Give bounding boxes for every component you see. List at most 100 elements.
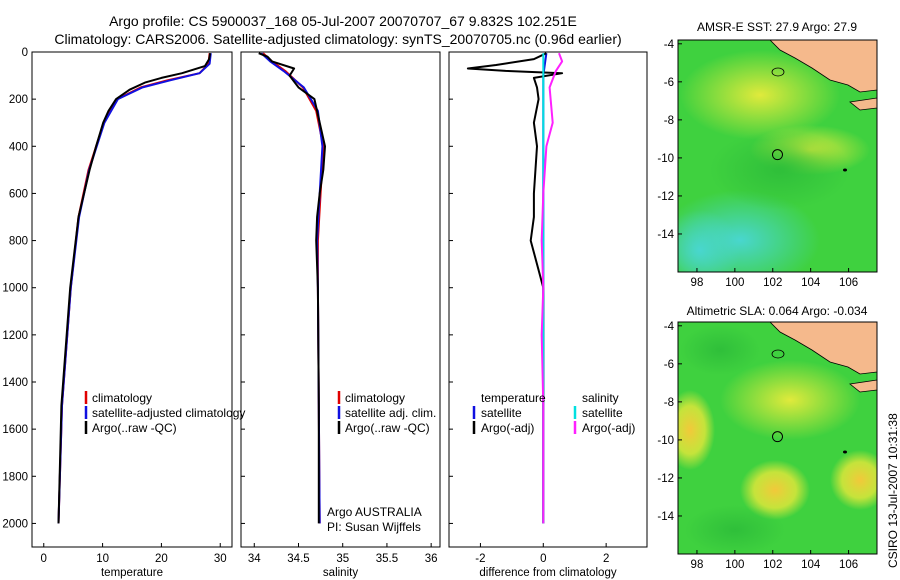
y-tick-label: 600 [9,188,28,200]
series-line-argo-raw-qc- [57,53,212,524]
x-tick-label: 10 [96,553,109,565]
salinity-legend: climatology satellite adj. clim. Argo(..… [327,391,436,534]
map-x-tick-label: 102 [763,277,782,289]
map-x-tick-label: 102 [763,559,782,571]
sla-high-patch [678,390,715,470]
sla-land-java [849,379,877,393]
legend-label-temp-argo: Argo(-adj) [481,421,534,435]
x-tick-label: 0 [540,553,546,565]
sst-cool-patch [678,210,740,272]
x-axis-label: salinity [323,567,358,579]
sla-island [771,349,785,359]
legend-label-temp-sat: satellite [481,406,522,420]
series-line-satellite-adj-clim- [260,52,324,524]
map-y-tick-label: -8 [664,115,674,127]
map-x-tick-label: 100 [725,559,744,571]
sla-map [678,322,877,554]
x-tick-label: 30 [214,553,227,565]
map-y-tick-label: -14 [657,511,674,523]
temperature-axes: 0 10 20 30 0 200 400 600 800 1000 1200 1400 1600 1800… [2,47,226,579]
difference-axes: -2 0 2 difference from climatology [449,51,617,579]
map-x-tick-label: 106 [839,277,858,289]
sla-island [843,450,847,454]
y-tick-label: 800 [9,236,28,248]
y-tick-label: 1400 [2,377,28,389]
difference-panel [448,51,648,548]
sla-map-axes: 98 100 102 104 106 -4 -6 -8 -10 -12 -14 [657,321,858,571]
sla-map-frame [677,321,878,555]
salinity-panel [240,51,441,548]
y-tick-label: 1800 [2,471,28,483]
salinity-axes: 34 34.5 35 35.5 36 salinity [241,51,438,579]
temperature-panel [31,51,233,548]
map-x-tick-label: 104 [801,277,821,289]
x-tick-label: 36 [425,553,438,565]
sst-argo-float-marker [772,149,783,161]
sst-land-java [849,97,877,111]
series-line-argo-raw-qc- [258,52,326,524]
x-axis-label: temperature [101,567,163,579]
x-tick-label: 35 [336,553,349,565]
y-tick-label: 2000 [2,518,28,530]
map-y-tick-label: -12 [657,191,674,203]
map-x-tick-label: 98 [691,559,704,571]
sla-high-patch [740,460,810,520]
legend-header-temperature: temperature [481,391,546,405]
sla-map-title: Altimetric SLA: 0.064 Argo: -0.034 [687,304,868,318]
y-tick-label: 1000 [2,283,28,295]
map-y-tick-label: -14 [657,229,674,241]
difference-legend: temperature salinity satellite Argo(-adj… [472,391,635,435]
map-y-tick-label: -8 [664,397,674,409]
x-tick-label: 34 [248,553,261,565]
map-y-tick-label: -6 [664,359,674,371]
x-tick-label: 35.5 [376,553,398,565]
map-y-tick-label: -10 [657,435,674,447]
sst-map-title: AMSR-E SST: 27.9 Argo: 27.9 [697,20,857,34]
annotation-argo-australia: Argo AUSTRALIA [327,505,422,519]
map-x-tick-label: 106 [839,559,858,571]
legend-header-salinity: salinity [582,391,619,405]
x-tick-label: 34.5 [287,553,309,565]
x-tick-label: -2 [475,553,485,565]
sla-high-patch [720,360,860,440]
x-axis-label: difference from climatology [479,567,616,579]
series-line-temperature-argo-adj- [466,52,564,524]
legend-label-climatology: climatology [92,391,152,405]
sla-high-patch [830,450,877,510]
title-line-2: Climatology: CARS2006. Satellite-adjuste… [54,31,621,47]
side-timestamp-label: CSIRO 13-Jul-2007 10:31:38 [886,413,900,568]
legend-label-sal-sat: satellite [582,406,623,420]
legend-label-sat-clim: satellite-adjusted climatology [92,406,245,420]
sst-land-sumatra [769,40,877,93]
map-x-tick-label: 98 [691,277,704,289]
map-x-tick-label: 104 [801,559,821,571]
legend-label-sat-clim: satellite adj. clim. [345,406,436,420]
series-line-satellite-adjusted-climatology [57,53,212,524]
map-y-tick-label: -10 [657,153,674,165]
series-line-salinity-argo-adj- [540,52,564,524]
map-y-tick-label: -4 [664,39,675,51]
y-tick-label: 200 [9,94,28,106]
x-tick-label: 0 [41,553,47,565]
sst-map-frame [677,39,878,273]
sst-warm-patch [680,50,840,140]
x-tick-label: 2 [603,553,609,565]
sst-island [771,67,785,77]
sla-low-patch [680,325,760,375]
y-tick-label: 1200 [2,330,28,342]
sla-argo-float-marker [772,431,783,443]
annotation-pi: PI: Susan Wijffels [327,520,421,534]
legend-label-argo: Argo(..raw -QC) [92,421,177,435]
x-tick-label: 20 [155,553,168,565]
sst-island [843,168,847,172]
sst-dark-patch [710,130,850,210]
legend-label-sal-argo: Argo(-adj) [582,421,635,435]
sst-map [678,40,877,272]
series-line-climatology [57,53,211,524]
sla-land-sumatra [769,322,877,375]
sst-map-axes: 98 100 102 104 106 -4 -6 -8 -10 -12 -14 [657,39,858,289]
y-tick-label: 0 [22,47,28,59]
map-x-tick-label: 100 [725,277,744,289]
map-y-tick-label: -6 [664,77,674,89]
